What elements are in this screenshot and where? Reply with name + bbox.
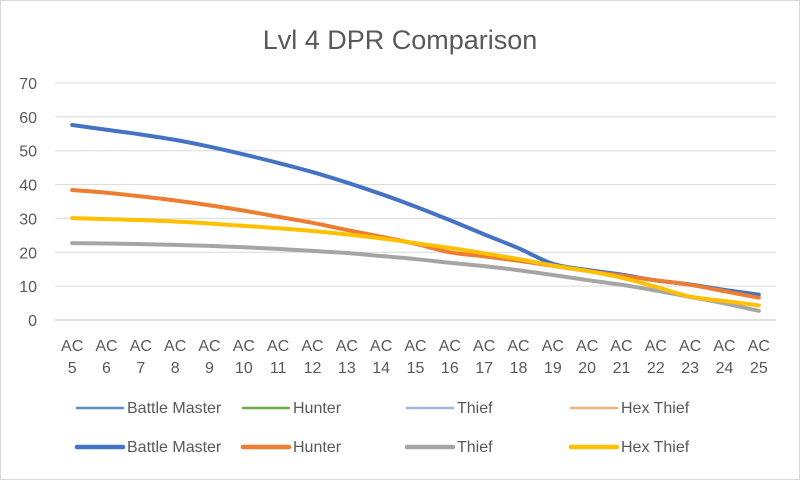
x-tick-label: AC 7 (130, 338, 152, 377)
x-tick-label: AC 22 (645, 338, 667, 377)
x-tick-label: AC 8 (164, 338, 186, 377)
y-tick-label: 20 (19, 245, 37, 262)
x-tick-label: AC 15 (404, 338, 426, 377)
x-tick-label: AC 5 (61, 338, 83, 377)
y-tick-label: 0 (28, 313, 37, 330)
legend-label: Battle Master (127, 439, 222, 456)
series-line-thief (70, 241, 761, 313)
legend-label: Thief (457, 400, 493, 417)
legend-label: Thief (457, 439, 493, 456)
x-tick-label: AC 14 (370, 338, 392, 377)
y-tick-label: 40 (19, 178, 37, 195)
y-tick-label: 70 (19, 76, 37, 93)
x-tick-label: AC 23 (679, 338, 701, 377)
y-tick-label: 50 (19, 144, 37, 161)
gridlines (55, 82, 776, 321)
x-tick-label: AC 9 (198, 338, 220, 377)
y-axis-ticks: 0 10 20 30 40 50 60 70 (19, 76, 37, 330)
x-tick-label: AC 16 (439, 338, 461, 377)
x-tick-label: AC 24 (713, 338, 735, 377)
x-tick-label: AC 6 (95, 338, 117, 377)
legend-label: Hex Thief (621, 400, 690, 417)
x-tick-label: AC 13 (336, 338, 358, 377)
x-tick-label: AC 17 (473, 338, 495, 377)
legend-label: Battle Master (127, 400, 222, 417)
x-tick-label: AC 25 (748, 338, 770, 377)
x-tick-label: AC 18 (507, 338, 529, 377)
chart-title: Lvl 4 DPR Comparison (263, 25, 538, 55)
legend-label: Hex Thief (621, 439, 690, 456)
x-tick-label: AC 11 (267, 338, 289, 377)
x-tick-label: AC 20 (576, 338, 598, 377)
legend-label: Hunter (293, 439, 342, 456)
x-tick-label: AC 19 (542, 338, 564, 377)
x-tick-label: AC 21 (610, 338, 632, 377)
y-tick-label: 10 (19, 279, 37, 296)
series-line-hex-thief (70, 216, 761, 308)
y-tick-label: 30 (19, 211, 37, 228)
x-tick-label: AC 10 (233, 338, 255, 377)
x-axis-ticks: AC 5 AC 6 AC 7 AC 8 AC 9 AC 10 AC 11 AC 12 AC 13 AC 14 AC 15 A… (61, 338, 770, 377)
legend: Battle Master Hunter Thief Hex Thief Battle … (74, 400, 690, 456)
series-lines (70, 122, 761, 313)
x-tick-label: AC 12 (301, 338, 323, 377)
legend-label: Hunter (293, 400, 342, 417)
y-tick-label: 60 (19, 110, 37, 127)
